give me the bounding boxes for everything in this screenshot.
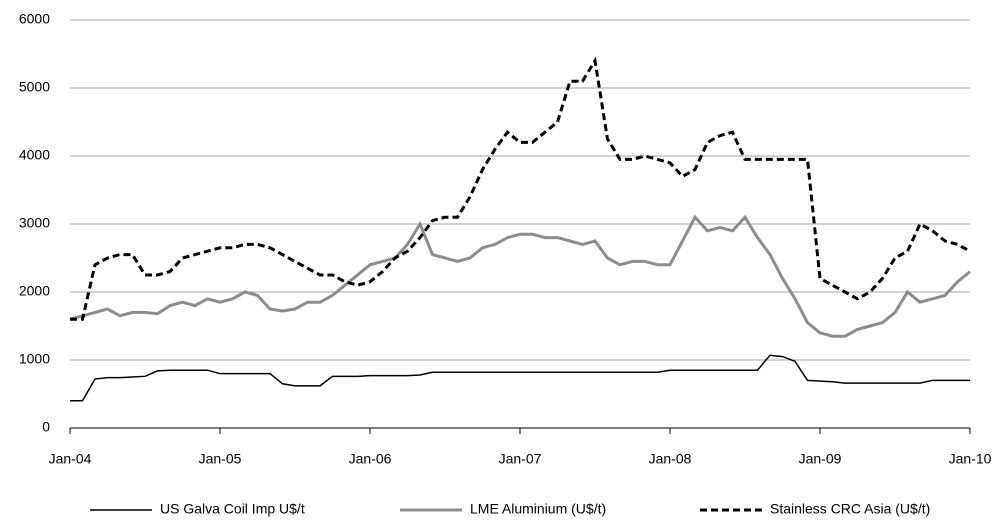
y-tick-label: 2000 [19, 283, 50, 299]
x-tick-label: Jan-10 [949, 451, 992, 467]
x-tick-label: Jan-08 [649, 451, 692, 467]
series-line [70, 56, 971, 321]
y-tick-label: 1000 [19, 351, 50, 367]
x-tick-label: Jan-06 [349, 451, 392, 467]
legend-label: Stainless CRC Asia (U$/t) [770, 501, 930, 517]
y-tick-label: 3000 [19, 215, 50, 231]
y-tick-label: 4000 [19, 147, 50, 163]
legend-label: LME Aluminium (U$/t) [470, 501, 606, 517]
series-line [69, 214, 971, 338]
x-tick-label: Jan-05 [199, 451, 242, 467]
y-tick-label: 5000 [19, 79, 50, 95]
y-tick-label: 6000 [19, 11, 50, 27]
x-tick-label: Jan-04 [49, 451, 92, 467]
y-tick-label: 0 [42, 419, 50, 435]
x-tick-label: Jan-07 [499, 451, 542, 467]
legend-label: US Galva Coil Imp U$/t [160, 501, 305, 517]
series-line [70, 354, 970, 402]
x-tick-label: Jan-09 [799, 451, 842, 467]
